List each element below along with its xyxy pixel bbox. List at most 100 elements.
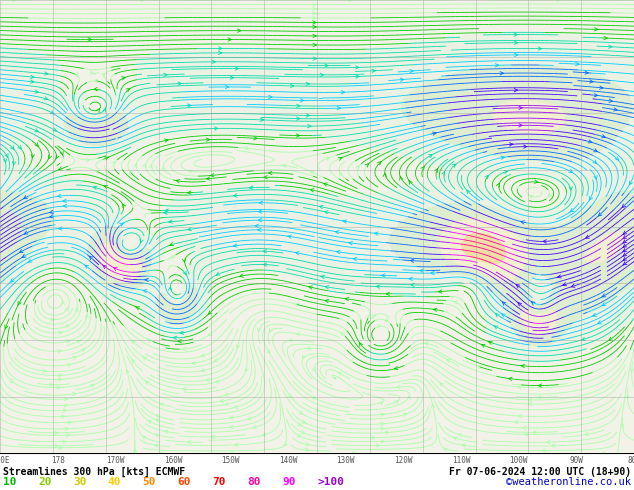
FancyArrowPatch shape bbox=[162, 167, 165, 170]
FancyArrowPatch shape bbox=[148, 420, 152, 424]
FancyArrowPatch shape bbox=[61, 415, 65, 418]
FancyArrowPatch shape bbox=[356, 75, 359, 78]
FancyArrowPatch shape bbox=[454, 300, 458, 304]
FancyArrowPatch shape bbox=[188, 104, 191, 107]
FancyArrowPatch shape bbox=[219, 51, 222, 54]
FancyArrowPatch shape bbox=[75, 73, 78, 76]
FancyArrowPatch shape bbox=[530, 196, 533, 199]
FancyArrowPatch shape bbox=[452, 164, 456, 168]
FancyArrowPatch shape bbox=[623, 253, 627, 256]
FancyArrowPatch shape bbox=[570, 209, 574, 212]
FancyArrowPatch shape bbox=[60, 151, 63, 155]
FancyArrowPatch shape bbox=[207, 177, 210, 180]
FancyArrowPatch shape bbox=[440, 383, 444, 386]
FancyArrowPatch shape bbox=[63, 440, 66, 443]
FancyArrowPatch shape bbox=[444, 448, 448, 452]
FancyArrowPatch shape bbox=[383, 173, 387, 176]
FancyArrowPatch shape bbox=[96, 171, 100, 174]
FancyArrowPatch shape bbox=[283, 164, 286, 168]
FancyArrowPatch shape bbox=[170, 243, 174, 245]
FancyArrowPatch shape bbox=[429, 155, 432, 158]
FancyArrowPatch shape bbox=[356, 66, 359, 69]
Text: 90W: 90W bbox=[569, 456, 583, 465]
FancyArrowPatch shape bbox=[500, 72, 503, 75]
FancyArrowPatch shape bbox=[431, 271, 434, 275]
FancyArrowPatch shape bbox=[409, 180, 412, 184]
Text: 40: 40 bbox=[108, 477, 121, 487]
FancyArrowPatch shape bbox=[35, 90, 38, 93]
FancyArrowPatch shape bbox=[623, 257, 627, 261]
FancyArrowPatch shape bbox=[335, 230, 339, 234]
FancyArrowPatch shape bbox=[263, 263, 266, 266]
FancyArrowPatch shape bbox=[112, 162, 115, 166]
FancyArrowPatch shape bbox=[528, 402, 531, 406]
FancyArrowPatch shape bbox=[313, 25, 316, 28]
FancyArrowPatch shape bbox=[585, 71, 588, 74]
FancyArrowPatch shape bbox=[467, 190, 470, 194]
FancyArrowPatch shape bbox=[307, 124, 311, 128]
FancyArrowPatch shape bbox=[81, 349, 85, 352]
FancyArrowPatch shape bbox=[386, 292, 389, 295]
FancyArrowPatch shape bbox=[253, 425, 257, 429]
FancyArrowPatch shape bbox=[105, 157, 108, 160]
FancyArrowPatch shape bbox=[501, 314, 505, 317]
FancyArrowPatch shape bbox=[90, 385, 94, 388]
FancyArrowPatch shape bbox=[356, 166, 359, 170]
FancyArrowPatch shape bbox=[5, 154, 8, 157]
FancyArrowPatch shape bbox=[496, 183, 500, 187]
FancyArrowPatch shape bbox=[302, 355, 306, 359]
FancyArrowPatch shape bbox=[519, 415, 522, 418]
FancyArrowPatch shape bbox=[284, 442, 288, 445]
FancyArrowPatch shape bbox=[313, 57, 316, 60]
FancyArrowPatch shape bbox=[76, 340, 80, 343]
FancyArrowPatch shape bbox=[250, 186, 253, 189]
FancyArrowPatch shape bbox=[514, 33, 517, 36]
FancyArrowPatch shape bbox=[160, 452, 163, 455]
FancyArrowPatch shape bbox=[297, 434, 301, 437]
FancyArrowPatch shape bbox=[10, 379, 13, 382]
FancyArrowPatch shape bbox=[338, 372, 342, 375]
FancyArrowPatch shape bbox=[306, 114, 309, 117]
FancyArrowPatch shape bbox=[508, 377, 512, 381]
FancyArrowPatch shape bbox=[515, 420, 518, 424]
FancyArrowPatch shape bbox=[481, 344, 485, 347]
FancyArrowPatch shape bbox=[145, 278, 148, 282]
FancyArrowPatch shape bbox=[13, 161, 16, 165]
FancyArrowPatch shape bbox=[143, 436, 146, 440]
Text: 150W: 150W bbox=[221, 456, 240, 465]
FancyArrowPatch shape bbox=[377, 285, 380, 288]
FancyArrowPatch shape bbox=[394, 400, 398, 404]
FancyArrowPatch shape bbox=[312, 368, 315, 371]
FancyArrowPatch shape bbox=[594, 94, 598, 97]
FancyArrowPatch shape bbox=[409, 277, 413, 280]
FancyArrowPatch shape bbox=[5, 325, 8, 329]
FancyArrowPatch shape bbox=[514, 41, 517, 45]
Text: Streamlines 300 hPa [kts] ECMWF: Streamlines 300 hPa [kts] ECMWF bbox=[3, 467, 185, 477]
FancyArrowPatch shape bbox=[126, 370, 129, 373]
FancyArrowPatch shape bbox=[155, 444, 158, 447]
FancyArrowPatch shape bbox=[269, 328, 273, 332]
FancyArrowPatch shape bbox=[61, 301, 65, 305]
FancyArrowPatch shape bbox=[312, 396, 316, 399]
FancyArrowPatch shape bbox=[295, 303, 299, 306]
Text: 10: 10 bbox=[3, 477, 16, 487]
Text: 80: 80 bbox=[247, 477, 261, 487]
FancyArrowPatch shape bbox=[63, 204, 67, 208]
FancyArrowPatch shape bbox=[337, 250, 340, 254]
FancyArrowPatch shape bbox=[495, 314, 499, 317]
FancyArrowPatch shape bbox=[593, 149, 597, 152]
FancyArrowPatch shape bbox=[44, 97, 48, 100]
FancyArrowPatch shape bbox=[372, 436, 375, 440]
FancyArrowPatch shape bbox=[623, 262, 627, 265]
FancyArrowPatch shape bbox=[602, 135, 605, 138]
FancyArrowPatch shape bbox=[230, 452, 233, 455]
Text: 60: 60 bbox=[178, 477, 191, 487]
FancyArrowPatch shape bbox=[485, 175, 489, 179]
FancyArrowPatch shape bbox=[372, 315, 376, 318]
FancyArrowPatch shape bbox=[3, 159, 7, 163]
FancyArrowPatch shape bbox=[68, 421, 72, 424]
FancyArrowPatch shape bbox=[103, 265, 107, 269]
FancyArrowPatch shape bbox=[313, 7, 316, 11]
FancyArrowPatch shape bbox=[67, 340, 70, 343]
FancyArrowPatch shape bbox=[63, 409, 67, 412]
